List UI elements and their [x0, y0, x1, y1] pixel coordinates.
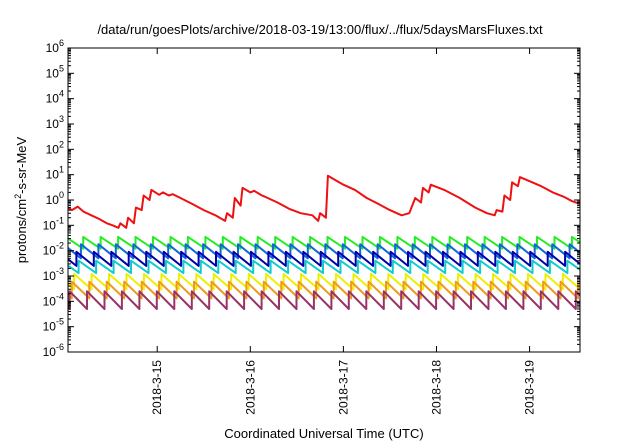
x-tick-label: 2018-3-19: [523, 360, 537, 415]
y-tick-label-exp: -3: [56, 266, 64, 276]
y-axis-label: protons/cm2-s-sr-MeV: [13, 136, 29, 263]
x-tick-label: 2018-3-18: [429, 360, 443, 415]
y-axis-label-sup: 2: [13, 194, 23, 199]
x-tick-label: 2018-3-16: [243, 360, 257, 415]
series-line-4: [67, 259, 581, 275]
series-line-8: [67, 290, 581, 310]
y-tick-label-base: 10: [43, 320, 57, 334]
y-tick-label-exp: -5: [56, 317, 64, 327]
y-tick-label: 10-6: [43, 342, 64, 359]
series-line-5: [67, 250, 581, 267]
y-tick-label-base: 10: [43, 269, 57, 283]
y-tick-label-exp: 2: [59, 139, 64, 149]
y-tick-label-exp: -4: [56, 291, 64, 301]
y-tick-label-base: 10: [46, 168, 60, 182]
y-tick-label: 105: [46, 63, 64, 80]
y-tick-label-exp: -2: [56, 241, 64, 251]
chart-title: /data/run/goesPlots/archive/2018-03-19/1…: [97, 22, 543, 37]
y-tick-label-exp: 6: [59, 38, 64, 48]
y-tick-label: 10-3: [43, 266, 64, 283]
y-tick-label: 104: [46, 89, 64, 106]
y-tick-label: 100: [46, 190, 64, 207]
plot-lines: [67, 174, 581, 310]
series-line-6: [67, 273, 581, 291]
y-axis-label-prefix: protons/cm: [14, 199, 29, 263]
y-tick-label-base: 10: [46, 41, 60, 55]
y-axis-label-suffix: -s-sr-MeV: [14, 136, 29, 193]
y-tick-label-base: 10: [46, 193, 60, 207]
y-tick-label-exp: -1: [56, 215, 64, 225]
x-tick-label: 2018-3-15: [150, 360, 164, 415]
x-axis-label: Coordinated Universal Time (UTC): [224, 426, 423, 441]
y-tick-label-exp: 3: [59, 114, 64, 124]
y-tick-label: 102: [46, 139, 64, 156]
y-tick-label: 10-1: [43, 215, 64, 232]
y-tick-label-base: 10: [46, 142, 60, 156]
series-line-1: [67, 174, 581, 229]
y-tick-label-exp: 4: [59, 89, 64, 99]
y-tick-label: 101: [46, 165, 64, 182]
y-tick-label-base: 10: [43, 244, 57, 258]
y-tick-label-base: 10: [46, 92, 60, 106]
axes: 10-610-510-410-310-210-11001011021031041…: [43, 38, 580, 415]
y-tick-label-exp: 1: [59, 165, 64, 175]
x-tick-label: 2018-3-17: [336, 360, 350, 415]
y-tick-label-exp: -6: [56, 342, 64, 352]
y-tick-label: 106: [46, 38, 64, 55]
y-tick-label: 10-2: [43, 241, 64, 258]
y-tick-label-base: 10: [43, 294, 57, 308]
y-tick-label: 10-5: [43, 317, 64, 334]
y-tick-label: 10-4: [43, 291, 64, 308]
y-tick-label-base: 10: [43, 218, 57, 232]
y-tick-label-base: 10: [43, 345, 57, 359]
y-tick-label-base: 10: [46, 66, 60, 80]
y-tick-label-exp: 0: [59, 190, 64, 200]
y-tick-label-exp: 5: [59, 63, 64, 73]
y-tick-label-base: 10: [46, 117, 60, 131]
y-tick-label: 103: [46, 114, 64, 131]
